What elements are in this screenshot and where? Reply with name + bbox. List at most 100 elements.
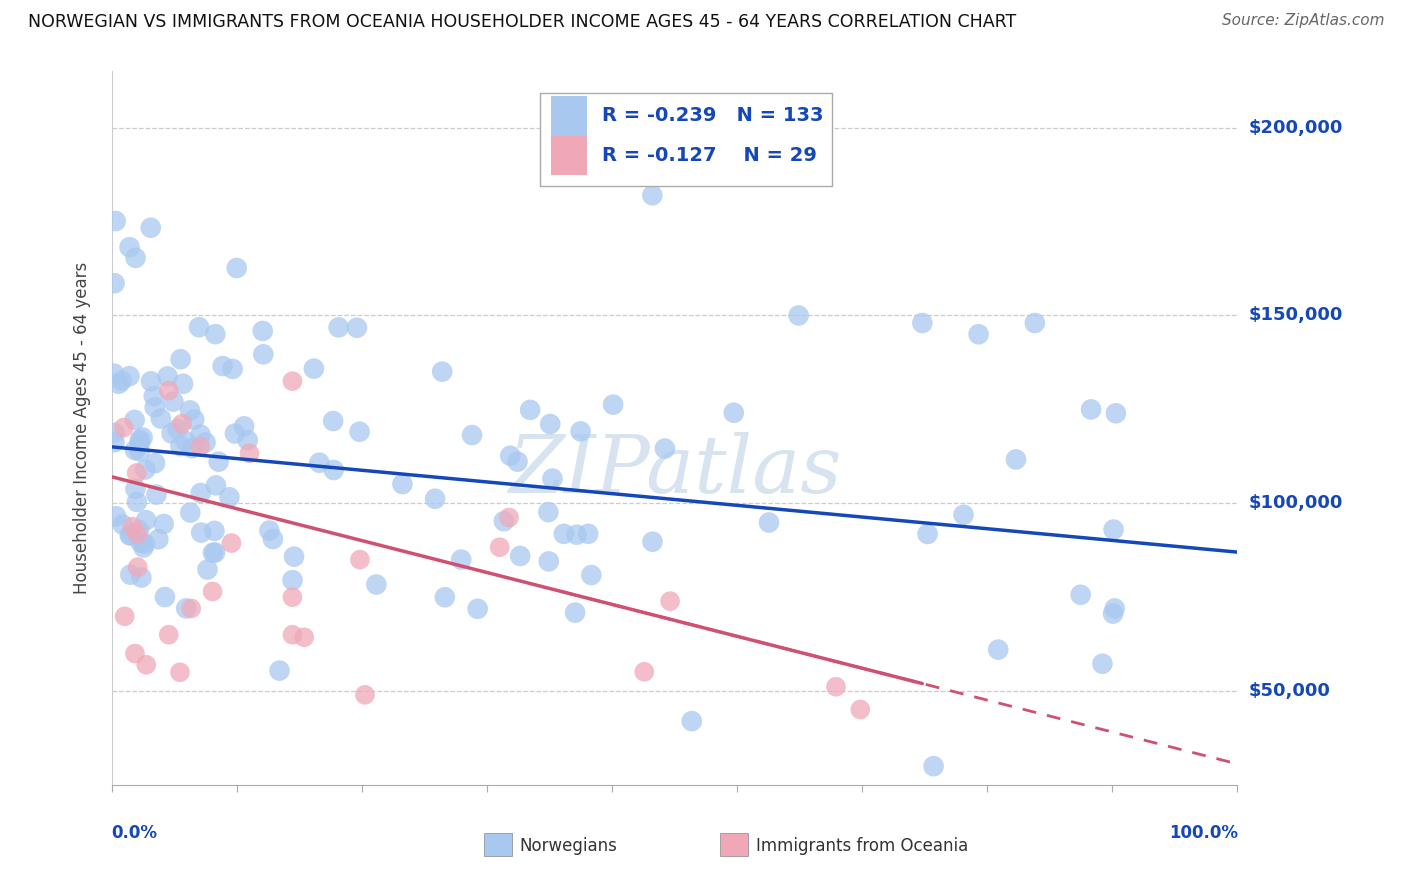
Point <box>204 524 226 538</box>
Point <box>201 546 224 560</box>
Point <box>111 374 134 388</box>
Point <box>131 570 153 584</box>
Point <box>174 434 197 449</box>
Point <box>633 665 655 679</box>
Point <box>179 506 201 520</box>
Text: Source: ZipAtlas.com: Source: ZipAtlas.com <box>1222 13 1385 29</box>
FancyBboxPatch shape <box>484 833 512 856</box>
Text: NORWEGIAN VS IMMIGRANTS FROM OCEANIA HOUSEHOLDER INCOME AGES 45 - 64 YEARS CORRE: NORWEGIAN VS IMMIGRANTS FROM OCEANIA HOU… <box>28 13 1017 31</box>
Point <box>262 532 284 546</box>
Point <box>120 528 142 542</box>
Point <box>157 384 180 398</box>
Point <box>103 277 125 291</box>
Point <box>174 601 197 615</box>
Point <box>221 362 243 376</box>
Point <box>169 352 191 367</box>
Point <box>1104 601 1126 615</box>
Point <box>124 647 146 661</box>
Point <box>252 324 274 338</box>
Point <box>188 440 211 454</box>
Point <box>538 417 561 431</box>
Point <box>537 554 560 568</box>
Point <box>849 702 872 716</box>
Point <box>224 426 246 441</box>
Point <box>172 376 194 391</box>
Point <box>569 425 592 439</box>
Point <box>125 495 148 509</box>
Point <box>180 441 202 455</box>
Point <box>139 375 162 389</box>
Point <box>233 419 256 434</box>
Point <box>152 516 174 531</box>
Text: $150,000: $150,000 <box>1249 307 1343 325</box>
Point <box>124 413 146 427</box>
Point <box>613 139 636 153</box>
Point <box>499 449 522 463</box>
Point <box>391 477 413 491</box>
Point <box>654 442 676 456</box>
Text: $100,000: $100,000 <box>1249 494 1343 512</box>
Point <box>143 456 166 470</box>
Point <box>162 394 184 409</box>
Point <box>283 549 305 564</box>
Text: ZIPatlas: ZIPatlas <box>508 433 842 509</box>
Y-axis label: Householder Income Ages 45 - 64 years: Householder Income Ages 45 - 64 years <box>73 262 91 594</box>
Point <box>127 526 149 541</box>
Point <box>322 414 344 428</box>
Text: $200,000: $200,000 <box>1249 119 1343 136</box>
Point <box>723 406 745 420</box>
Point <box>292 630 315 644</box>
Point <box>143 401 166 415</box>
Point <box>565 527 588 541</box>
Text: 0.0%: 0.0% <box>111 824 157 842</box>
Point <box>129 535 152 549</box>
Point <box>183 412 205 426</box>
Text: R = -0.239   N = 133: R = -0.239 N = 133 <box>602 106 824 125</box>
Point <box>120 567 142 582</box>
Point <box>190 427 212 442</box>
Point <box>188 320 211 334</box>
Point <box>349 425 371 439</box>
Point <box>681 714 703 728</box>
Point <box>201 584 224 599</box>
Point <box>302 361 325 376</box>
Point <box>157 628 180 642</box>
Point <box>170 417 193 431</box>
Point <box>124 443 146 458</box>
Point <box>825 680 848 694</box>
Point <box>1080 402 1102 417</box>
Point <box>105 509 128 524</box>
Point <box>564 606 586 620</box>
Point <box>328 320 350 334</box>
Point <box>128 435 150 450</box>
Point <box>114 609 136 624</box>
Point <box>166 422 188 436</box>
Point <box>148 533 170 547</box>
Point <box>787 309 810 323</box>
FancyBboxPatch shape <box>720 833 748 856</box>
Point <box>1005 452 1028 467</box>
Point <box>450 552 472 566</box>
Point <box>281 374 304 388</box>
Point <box>659 594 682 608</box>
Point <box>238 446 260 460</box>
FancyBboxPatch shape <box>551 136 588 175</box>
Point <box>129 444 152 458</box>
Point <box>967 327 990 342</box>
Point <box>281 590 304 604</box>
Point <box>103 367 125 381</box>
Point <box>194 435 217 450</box>
Point <box>197 562 219 576</box>
Point <box>103 425 125 440</box>
Point <box>366 577 388 591</box>
Point <box>118 369 141 384</box>
Point <box>432 365 454 379</box>
Point <box>131 430 153 444</box>
Point <box>127 560 149 574</box>
Point <box>153 590 176 604</box>
Point <box>308 456 330 470</box>
Point <box>509 549 531 563</box>
Point <box>461 428 484 442</box>
Point <box>135 513 157 527</box>
Point <box>911 316 934 330</box>
